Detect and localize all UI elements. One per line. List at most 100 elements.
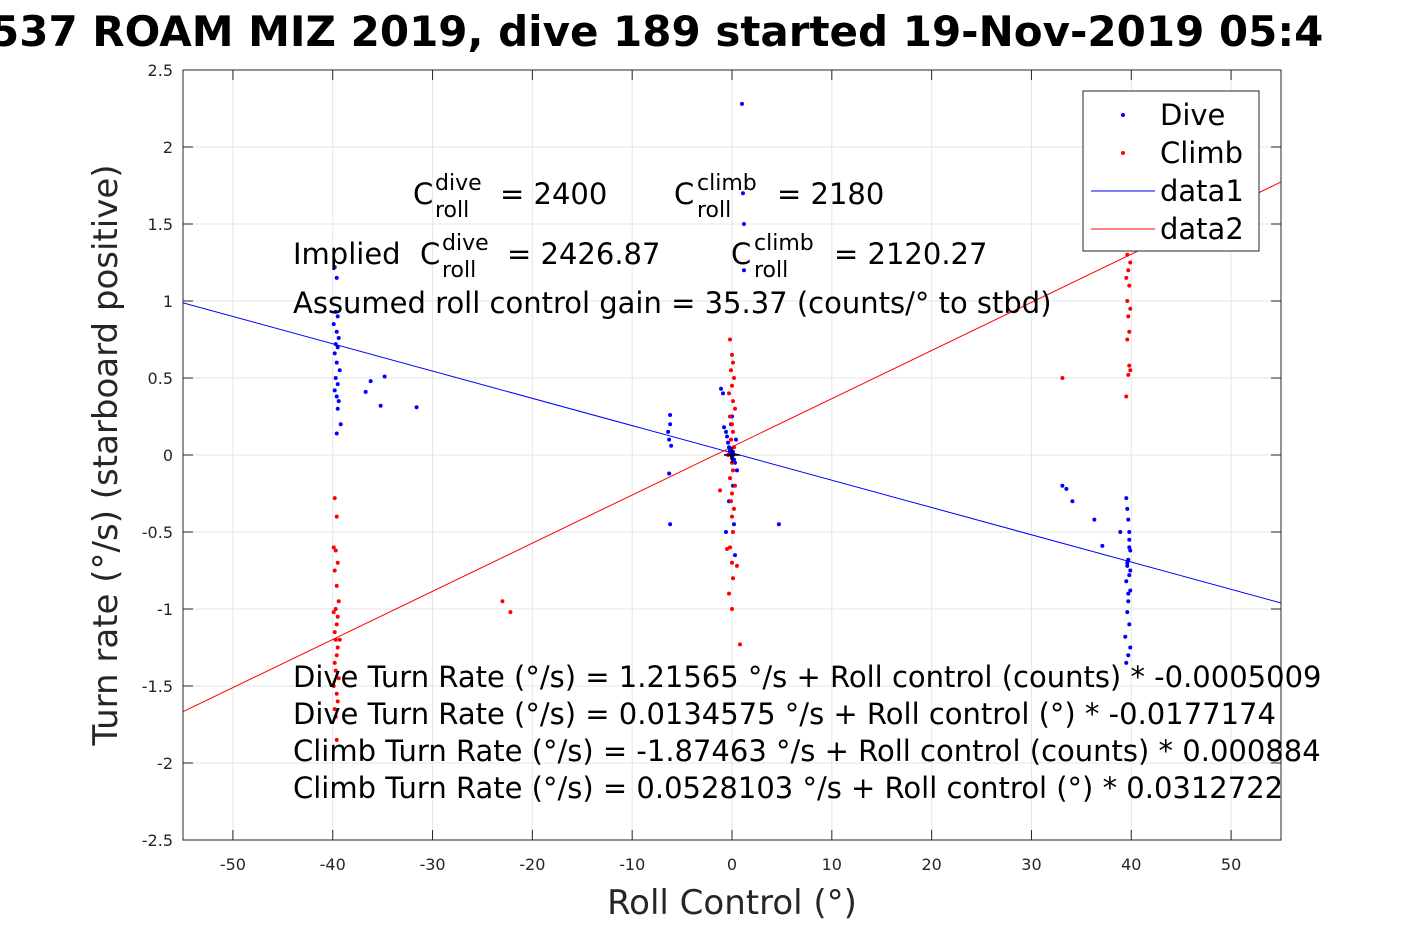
chart-title: 537 ROAM MIZ 2019, dive 189 started 19-N… bbox=[0, 7, 1323, 56]
climb-point bbox=[331, 684, 336, 688]
climb-point bbox=[1127, 363, 1132, 368]
dive-point bbox=[1125, 560, 1130, 565]
climb-point bbox=[731, 506, 736, 511]
dive-point bbox=[1126, 517, 1131, 522]
climb-point bbox=[730, 429, 735, 434]
y-tick-label: 0 bbox=[163, 446, 173, 465]
superscript-climb: climb bbox=[754, 231, 814, 256]
x-axis-label: Roll Control (°) bbox=[607, 883, 857, 923]
dive-point bbox=[731, 522, 736, 527]
dive-point bbox=[728, 448, 733, 453]
dive-point bbox=[335, 314, 340, 319]
x-tick-label: -10 bbox=[619, 855, 645, 874]
climb-point bbox=[729, 499, 734, 504]
climb-point bbox=[730, 422, 734, 427]
climb-point bbox=[727, 591, 732, 596]
dive-point bbox=[332, 265, 337, 270]
climb-point bbox=[1060, 376, 1065, 380]
axes-border bbox=[182, 69, 1282, 841]
x-tick-label: -30 bbox=[419, 855, 445, 874]
dive-point bbox=[334, 275, 339, 280]
c-symbol: C bbox=[674, 177, 694, 211]
dive-point bbox=[724, 530, 729, 534]
climb-point bbox=[331, 545, 336, 550]
climb-point bbox=[1126, 372, 1131, 377]
dive-point bbox=[741, 222, 746, 226]
dive-point bbox=[368, 379, 373, 384]
y-tick-label: 1.5 bbox=[148, 215, 173, 234]
climb-point bbox=[730, 383, 734, 388]
dive-point bbox=[1118, 530, 1123, 534]
dive-point bbox=[726, 440, 731, 445]
x-tick-label: 0 bbox=[727, 855, 737, 874]
climb-point bbox=[730, 352, 734, 357]
dive-point bbox=[668, 422, 673, 427]
legend: Dive Climb data1 data2 bbox=[1082, 90, 1260, 252]
equation-climb-counts: Climb Turn Rate (°/s) = -1.87463 °/s + R… bbox=[293, 734, 1321, 768]
climb-point bbox=[332, 630, 337, 635]
scatter-points bbox=[331, 101, 1133, 742]
dive-point bbox=[1128, 588, 1133, 593]
dive-point bbox=[335, 406, 340, 411]
dive-point bbox=[669, 443, 674, 448]
dive-point bbox=[668, 412, 673, 417]
superscript-dive: dive bbox=[435, 171, 482, 196]
climb-point bbox=[334, 583, 339, 588]
climb-point bbox=[730, 560, 734, 565]
y-tick-label: 1 bbox=[163, 292, 173, 311]
climb-point bbox=[1127, 283, 1132, 288]
dive-point bbox=[739, 101, 744, 106]
climb-point bbox=[333, 668, 338, 673]
y-axis-label: Turn rate (°/s) (starboard positive) bbox=[86, 164, 126, 746]
climb-point bbox=[508, 610, 513, 615]
dive-point bbox=[1124, 579, 1129, 584]
climb-point bbox=[732, 483, 737, 488]
dive-point bbox=[1125, 563, 1130, 568]
climb-point bbox=[728, 545, 733, 550]
equation-dive-degrees: Dive Turn Rate (°/s) = 0.0134575 °/s + R… bbox=[293, 697, 1276, 731]
climb-point bbox=[335, 645, 340, 650]
climb-point bbox=[729, 368, 734, 373]
x-tick-label: -20 bbox=[519, 855, 545, 874]
climb-point bbox=[332, 707, 337, 712]
climb-point bbox=[718, 488, 723, 493]
dive-point bbox=[732, 460, 737, 465]
dive-point bbox=[333, 342, 338, 347]
x-tick-label: 40 bbox=[1121, 855, 1141, 874]
dive-point bbox=[1127, 537, 1132, 542]
climb-point bbox=[725, 546, 730, 551]
dive-point bbox=[333, 376, 338, 380]
dive-point bbox=[731, 457, 736, 462]
annotation-implied-dive: Implied C dive roll = 2426.87 bbox=[293, 231, 660, 283]
c-symbol: C bbox=[420, 237, 440, 271]
y-tick-label: -1 bbox=[157, 600, 173, 619]
climb-point bbox=[728, 476, 733, 481]
climb-point bbox=[334, 622, 339, 627]
y-tick-label: 2.5 bbox=[148, 61, 173, 80]
y-tick-label: -0.5 bbox=[142, 523, 173, 542]
x-tick-label: -50 bbox=[220, 855, 246, 874]
dive-point bbox=[1100, 543, 1105, 548]
climb-point bbox=[734, 563, 739, 568]
dive-point bbox=[1124, 496, 1129, 501]
dive-point bbox=[1126, 557, 1131, 562]
superscript-climb: climb bbox=[697, 171, 757, 196]
dive-point bbox=[667, 437, 672, 442]
dive-point bbox=[1127, 573, 1132, 578]
annotation-c-roll-dive: C dive roll = 2400 bbox=[413, 171, 607, 223]
y-tick-label: 2 bbox=[163, 138, 173, 157]
dive-point bbox=[1127, 530, 1132, 534]
dive-point bbox=[741, 268, 746, 273]
climb-point bbox=[730, 530, 735, 534]
climb-point bbox=[732, 406, 737, 411]
climb-point bbox=[1125, 337, 1130, 342]
dive-point bbox=[335, 345, 340, 350]
x-tick-label: -40 bbox=[320, 855, 346, 874]
fit-line-data2 bbox=[183, 181, 1281, 713]
legend-label-dive: Dive bbox=[1160, 98, 1225, 132]
y-tick-label: -1.5 bbox=[142, 677, 173, 696]
climb-point bbox=[334, 653, 339, 658]
dive-point bbox=[727, 445, 732, 450]
climb-point bbox=[333, 637, 338, 642]
